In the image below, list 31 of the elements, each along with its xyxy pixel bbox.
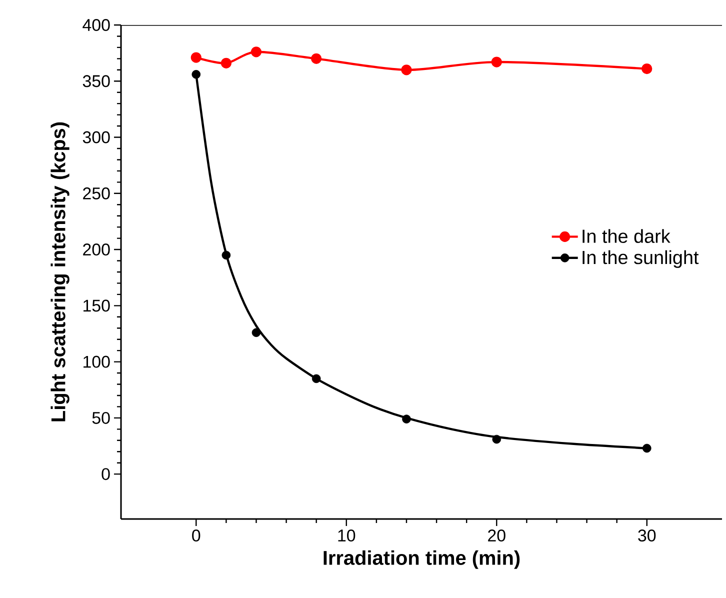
point xyxy=(252,328,261,338)
y-tick-label: 350 xyxy=(82,75,110,88)
point xyxy=(401,64,412,76)
y-tick-label: 200 xyxy=(83,244,110,256)
y-tick-label: 100 xyxy=(84,356,110,368)
point xyxy=(220,58,232,68)
point xyxy=(491,56,502,68)
point xyxy=(222,250,231,260)
y-tick-label: 300 xyxy=(82,131,110,144)
x-tick-label: 30 xyxy=(638,530,656,542)
point xyxy=(312,374,321,384)
y-tick-label: 400 xyxy=(82,18,110,31)
point xyxy=(250,46,262,58)
point xyxy=(642,63,652,74)
x-tick-label: 20 xyxy=(488,530,506,542)
point xyxy=(642,444,652,453)
y-axis-title: Light scattering intensity (kcps) xyxy=(50,122,70,422)
point xyxy=(190,52,202,63)
y-tick-label: 150 xyxy=(84,300,110,312)
point xyxy=(192,70,201,79)
x-tick-label: 0 xyxy=(192,530,200,542)
y-tick-label: 0 xyxy=(102,468,110,480)
legend-label: In the sunlight xyxy=(582,250,699,268)
x-axis-title: Irradiation time (min) xyxy=(324,550,520,569)
point xyxy=(492,434,502,444)
point xyxy=(402,414,411,424)
y-tick-label: 250 xyxy=(83,187,110,200)
point xyxy=(311,53,322,64)
legend-label: In the dark xyxy=(582,229,670,243)
y-tick-label: 50 xyxy=(92,412,110,424)
x-tick-label: 10 xyxy=(338,530,356,542)
